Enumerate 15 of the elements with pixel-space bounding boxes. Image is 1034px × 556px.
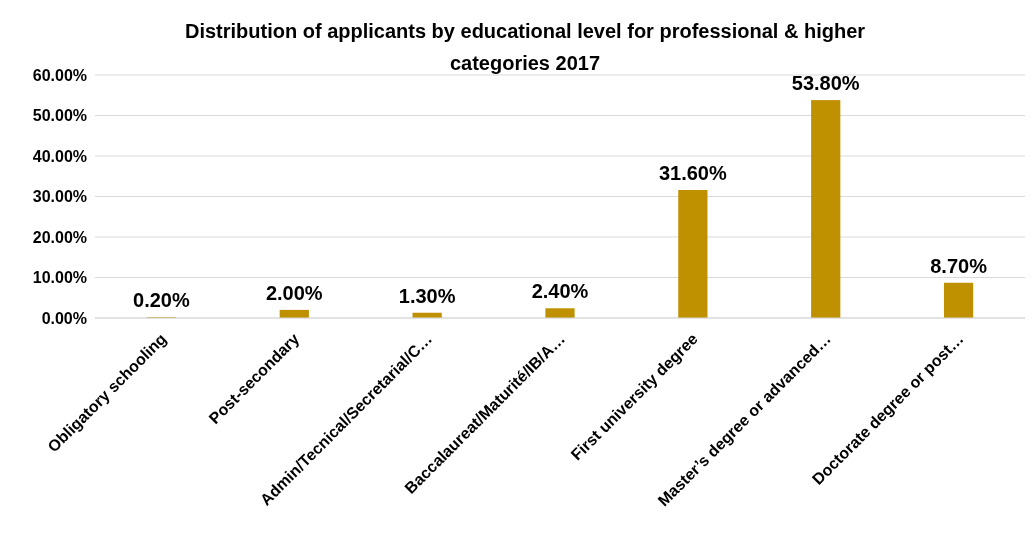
data-label: 2.40% (531, 280, 589, 303)
data-label: 31.60% (658, 162, 727, 185)
y-tick-label: 10.00% (32, 269, 87, 287)
y-tick-label: 60.00% (32, 66, 87, 84)
y-tick-label: 40.00% (32, 147, 87, 165)
y-tick-label: 20.00% (32, 228, 87, 246)
data-label: 1.30% (398, 284, 456, 307)
y-tick-label: 0.00% (41, 309, 87, 327)
data-label: 8.70% (930, 254, 988, 277)
data-label: 53.80% (791, 72, 860, 95)
chart-title: Distribution of applicants by educational level for professional & higher categories 2017 (184, 20, 866, 74)
y-tick-label: 30.00% (32, 188, 87, 206)
data-label: 2.00% (265, 281, 323, 304)
data-label: 0.20% (133, 289, 190, 312)
y-tick-label: 50.00% (32, 107, 87, 125)
